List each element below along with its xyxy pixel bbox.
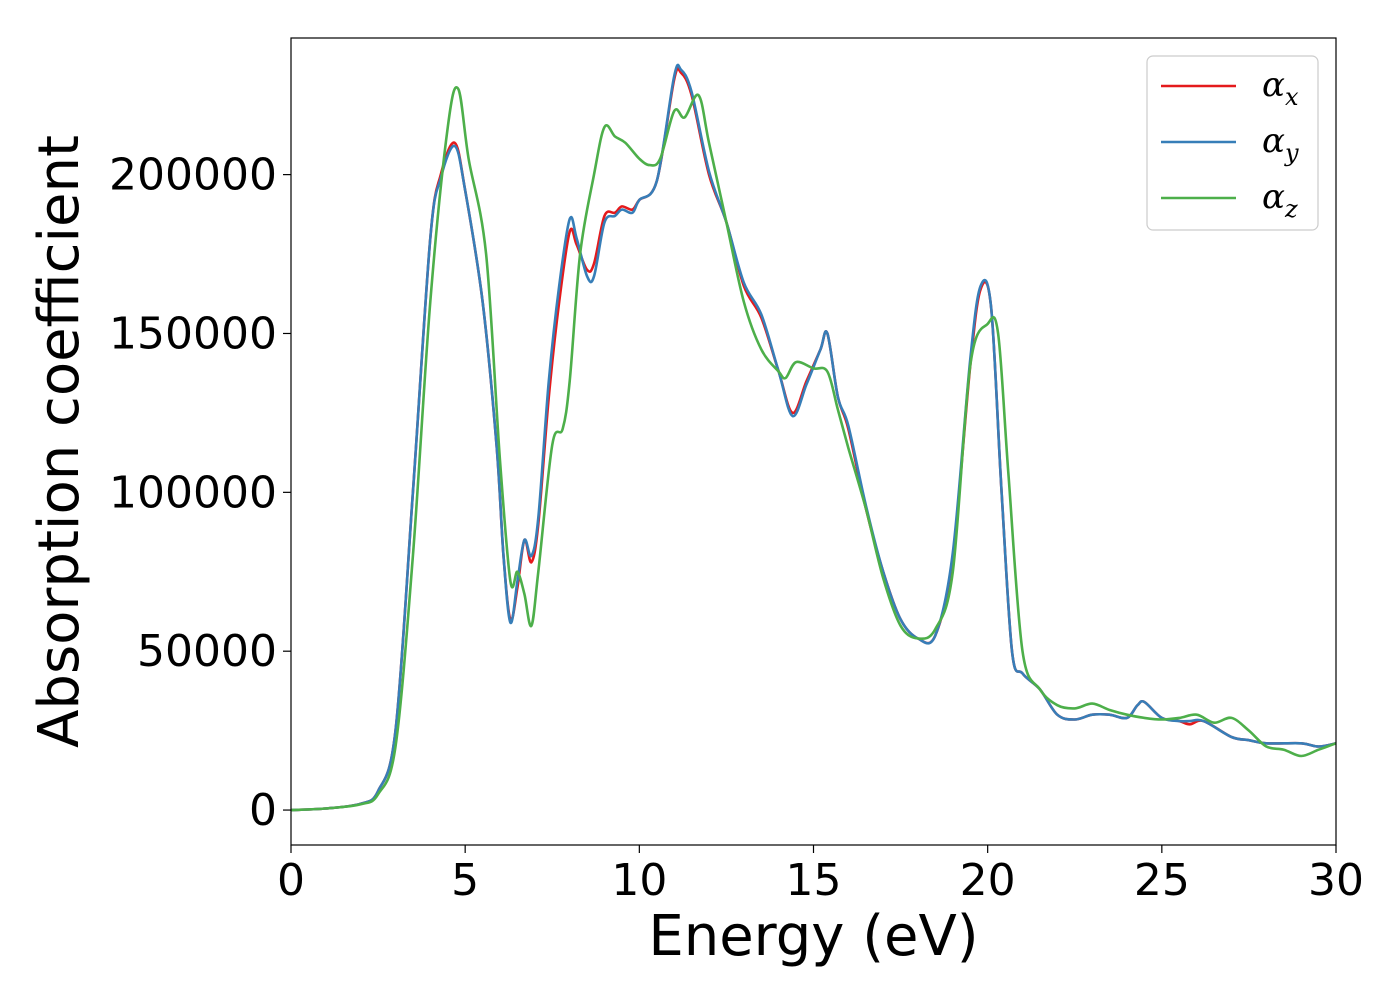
series-line-y xyxy=(291,63,1336,812)
y-tick-label: 200000 xyxy=(109,150,277,201)
x-axis-label: Energy (eV) xyxy=(648,904,978,969)
x-tick-label: 5 xyxy=(451,855,479,906)
series-layer xyxy=(291,63,1336,812)
x-tick-label: 0 xyxy=(277,855,305,906)
y-tick-label: 0 xyxy=(249,785,277,836)
x-tick-label: 20 xyxy=(960,855,1016,906)
x-tick-label: 10 xyxy=(611,855,667,906)
y-axis-label: Absorption coefficient xyxy=(27,135,92,748)
y-tick-label: 100000 xyxy=(109,467,277,518)
y-axis-ticks: 0 50000 100000 150000 200000 xyxy=(109,150,291,836)
y-tick-label: 50000 xyxy=(137,626,277,677)
x-tick-label: 15 xyxy=(786,855,842,906)
series-line-z xyxy=(291,86,1336,812)
legend: αx αy αz xyxy=(1146,55,1319,231)
x-axis-ticks: 0 5 10 15 20 25 30 xyxy=(277,845,1364,906)
x-tick-label: 25 xyxy=(1134,855,1190,906)
legend-label-x: αx xyxy=(1262,65,1299,111)
legend-label-y: αy xyxy=(1262,121,1299,167)
y-tick-label: 150000 xyxy=(109,308,277,359)
legend-label-z: αz xyxy=(1262,177,1298,223)
x-tick-label: 30 xyxy=(1308,855,1364,906)
